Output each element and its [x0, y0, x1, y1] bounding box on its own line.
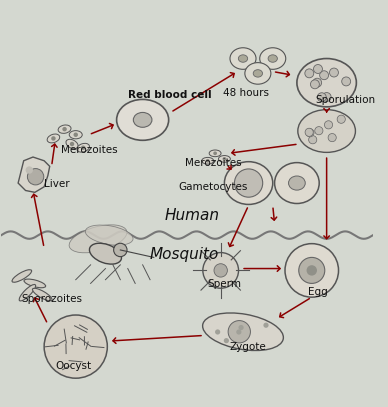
Ellipse shape: [202, 158, 214, 164]
Ellipse shape: [224, 162, 273, 204]
Circle shape: [73, 133, 78, 137]
Circle shape: [305, 69, 314, 78]
Circle shape: [223, 157, 226, 161]
Circle shape: [310, 80, 319, 89]
Circle shape: [213, 151, 217, 155]
Circle shape: [263, 323, 268, 328]
Circle shape: [228, 321, 250, 343]
Circle shape: [26, 166, 33, 174]
Circle shape: [239, 325, 244, 330]
Circle shape: [328, 133, 336, 142]
Circle shape: [214, 264, 227, 277]
Text: Human: Human: [165, 208, 220, 223]
Text: Sporulation: Sporulation: [315, 95, 376, 105]
Circle shape: [224, 338, 229, 343]
Ellipse shape: [289, 176, 305, 190]
Ellipse shape: [238, 55, 248, 62]
Ellipse shape: [66, 139, 78, 149]
Ellipse shape: [69, 131, 82, 139]
Text: Liver: Liver: [44, 179, 70, 189]
Text: Sporozoites: Sporozoites: [22, 294, 83, 304]
Text: Gametocytes: Gametocytes: [178, 182, 247, 193]
Ellipse shape: [19, 284, 36, 301]
Ellipse shape: [230, 48, 256, 69]
Text: Oocyst: Oocyst: [55, 361, 92, 371]
Circle shape: [114, 243, 127, 257]
Circle shape: [315, 127, 323, 135]
Text: Merozoites: Merozoites: [61, 145, 118, 155]
Circle shape: [314, 65, 322, 73]
Text: 48 hours: 48 hours: [223, 88, 268, 98]
Text: Red blood cell: Red blood cell: [128, 90, 211, 100]
Circle shape: [342, 77, 351, 86]
Ellipse shape: [47, 134, 60, 143]
Text: Sperm: Sperm: [208, 279, 242, 289]
Ellipse shape: [245, 63, 271, 84]
Ellipse shape: [89, 243, 121, 264]
Circle shape: [206, 159, 210, 163]
Text: Merozoites: Merozoites: [185, 158, 242, 168]
Circle shape: [70, 142, 74, 146]
Circle shape: [324, 121, 333, 129]
Circle shape: [62, 127, 67, 131]
Ellipse shape: [69, 225, 127, 253]
Circle shape: [313, 78, 322, 87]
Circle shape: [299, 257, 325, 283]
Text: Zygote: Zygote: [230, 342, 267, 352]
Circle shape: [203, 253, 239, 288]
Ellipse shape: [117, 99, 169, 140]
Ellipse shape: [298, 109, 355, 152]
Text: Egg: Egg: [308, 287, 328, 297]
Circle shape: [236, 329, 241, 335]
Circle shape: [285, 244, 338, 297]
Ellipse shape: [85, 225, 133, 245]
Ellipse shape: [203, 313, 283, 350]
Circle shape: [320, 71, 329, 80]
Circle shape: [81, 146, 85, 150]
Polygon shape: [18, 157, 50, 193]
Ellipse shape: [133, 112, 152, 127]
Ellipse shape: [33, 288, 52, 301]
Ellipse shape: [268, 55, 277, 62]
Ellipse shape: [218, 155, 230, 162]
Ellipse shape: [260, 48, 286, 69]
Circle shape: [322, 92, 331, 101]
Circle shape: [305, 128, 313, 136]
Circle shape: [28, 168, 44, 185]
Circle shape: [215, 329, 220, 335]
Circle shape: [308, 136, 317, 144]
Circle shape: [317, 93, 326, 102]
Ellipse shape: [253, 70, 263, 77]
Ellipse shape: [77, 143, 90, 152]
Circle shape: [51, 136, 55, 141]
Ellipse shape: [275, 163, 319, 204]
Ellipse shape: [209, 150, 221, 157]
Text: Mosquito: Mosquito: [150, 247, 220, 262]
Circle shape: [307, 265, 317, 276]
Ellipse shape: [297, 59, 356, 107]
Ellipse shape: [24, 279, 46, 288]
Circle shape: [234, 169, 263, 197]
Circle shape: [306, 129, 314, 137]
Circle shape: [337, 115, 345, 123]
Circle shape: [329, 68, 338, 77]
Ellipse shape: [58, 125, 71, 133]
Ellipse shape: [12, 270, 32, 282]
Circle shape: [44, 315, 107, 378]
